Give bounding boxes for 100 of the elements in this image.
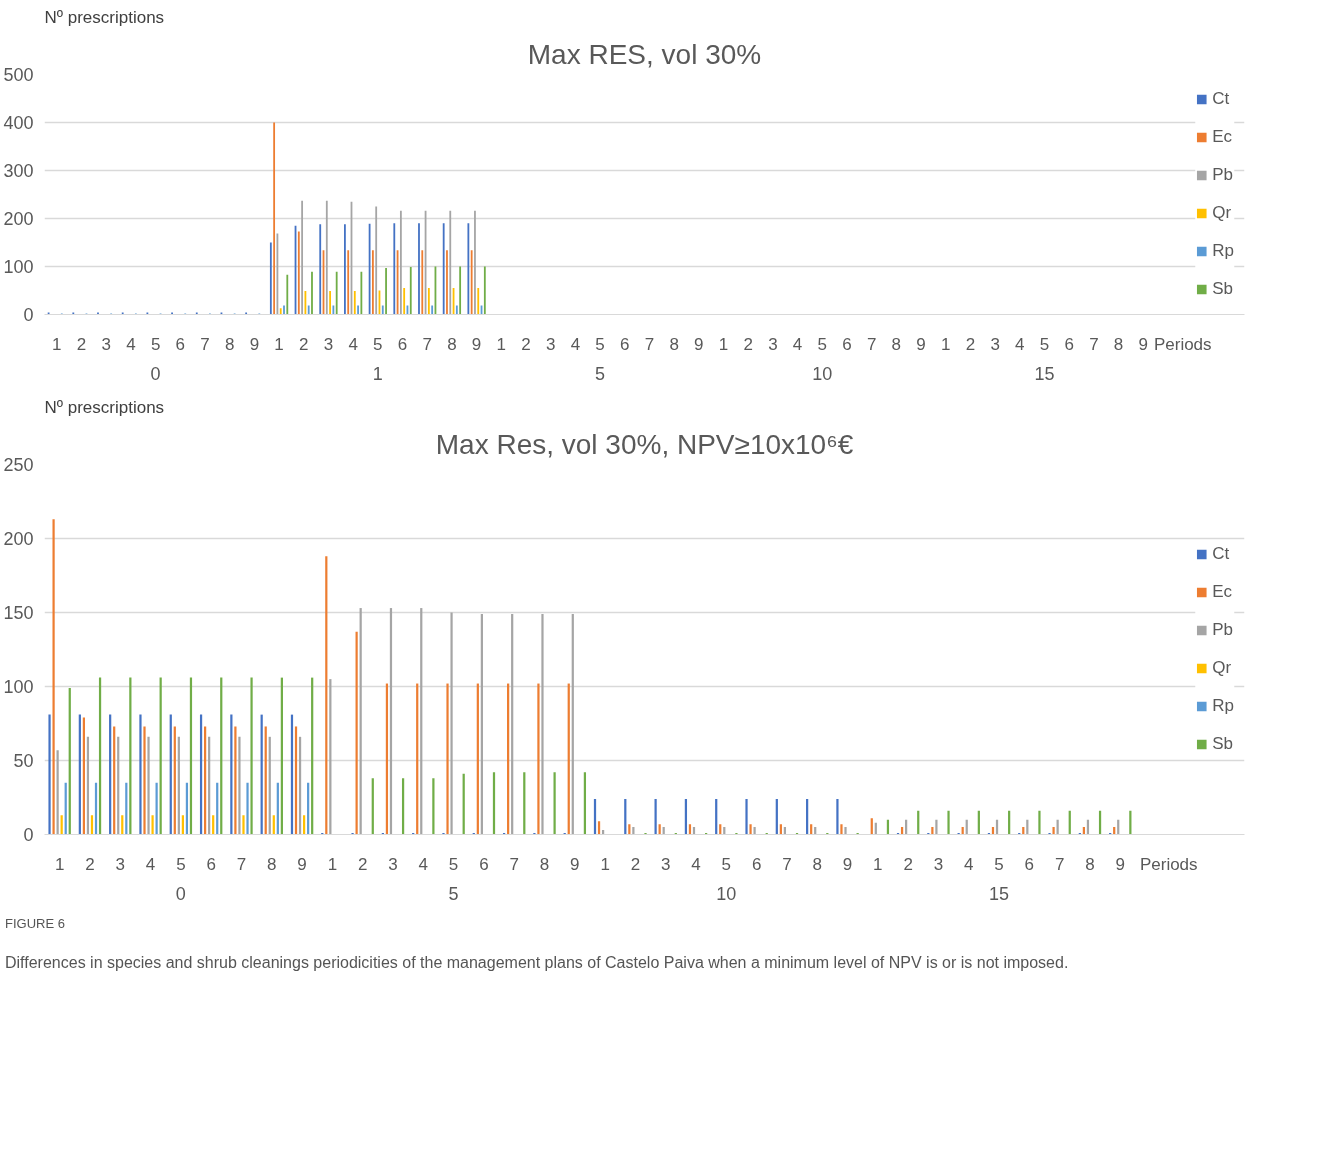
x-tick-label: 2: [85, 854, 95, 874]
x-tick-label: 9: [842, 854, 853, 874]
x-tick-label: 7: [1054, 854, 1065, 874]
x-tick-label: 5: [817, 334, 828, 354]
x-tick-label: 2: [743, 334, 753, 354]
x-tick-label: 5: [373, 334, 383, 354]
x-tick-label: 2: [965, 334, 976, 354]
legend-label: Ec: [1212, 127, 1233, 147]
text: Differences in species and shrub cleanings periodicities of the management plans of Castelo Paiva when a minimum level of NPV is or is not imposed.: [5, 952, 1069, 973]
x-tick-label: 8: [267, 854, 277, 874]
x-tick-label: 7: [866, 334, 877, 354]
legend-label: Pb: [1212, 620, 1234, 640]
x-tick-label: 1: [873, 854, 883, 874]
x-tick-label: 6: [206, 854, 216, 874]
x-tick-label: 7: [422, 334, 432, 354]
x-tick-label: 1: [54, 854, 65, 874]
x-tick-label: 4: [1015, 334, 1025, 354]
text: 0: [175, 883, 186, 904]
x-tick-label: 3: [660, 854, 671, 874]
x-tick-label: 7: [236, 854, 247, 874]
chart-title: Max RES, vol 30%: [527, 38, 762, 70]
x-tick-label: 4: [792, 334, 803, 354]
x-tick-label: 7: [200, 334, 210, 354]
y-axis-title: Nº prescriptions: [44, 7, 165, 27]
legend-label: Ct: [1212, 89, 1231, 109]
legend-label: Qr: [1212, 658, 1233, 678]
x-tick-label: 8: [891, 334, 902, 354]
x-tick-label: 1: [496, 334, 507, 354]
y-tick-label: 100: [3, 257, 34, 277]
x-tick-label: 1: [52, 334, 62, 354]
x-tick-label: 6: [1024, 854, 1035, 874]
x-tick-label: 4: [348, 334, 358, 354]
x-tick-label: 9: [916, 334, 926, 354]
x-tick-label: 2: [521, 334, 531, 354]
x-tick-label: 8: [812, 854, 822, 874]
y-tick-label: 50: [13, 751, 34, 771]
x-tick-label: 7: [509, 854, 519, 874]
y-axis-title: Nº prescriptions: [44, 397, 165, 417]
x-tick-label: 7: [1089, 334, 1099, 354]
x-tick-label: 9: [471, 334, 482, 354]
legend-label: Ec: [1212, 582, 1233, 602]
x-tick-label: 1: [600, 854, 610, 874]
x-tick-label: 9: [694, 334, 704, 354]
x-tick-label: 5: [150, 334, 161, 354]
y-tick-label: 0: [23, 305, 34, 325]
x-tick-label: 5: [1039, 334, 1050, 354]
legend-label: Qr: [1212, 203, 1233, 223]
x-tick-label: 6: [479, 854, 489, 874]
x-tick-label: 2: [76, 334, 87, 354]
chart-title: Max Res, vol 30%, NPV≥10x10⁶€: [435, 428, 854, 460]
x-tick-label: 8: [1085, 854, 1095, 874]
x-axis-title: Periods: [1139, 854, 1198, 874]
x-tick-label: 9: [1115, 854, 1125, 874]
text: 5: [595, 363, 606, 384]
text: 0: [150, 363, 161, 384]
x-tick-label: 4: [126, 334, 136, 354]
x-tick-label: 4: [418, 854, 429, 874]
text: 15: [989, 883, 1010, 904]
x-tick-label: 8: [539, 854, 550, 874]
text: 10: [716, 883, 737, 904]
x-tick-label: 1: [941, 334, 951, 354]
caption: FIGURE 6: [5, 915, 65, 933]
x-tick-label: 5: [994, 854, 1004, 874]
x-tick-label: 9: [297, 854, 307, 874]
text: 15: [1034, 363, 1055, 384]
text: 5: [448, 883, 459, 904]
y-tick-label: 300: [3, 161, 34, 181]
x-tick-label: 8: [669, 334, 679, 354]
x-tick-label: 4: [145, 854, 156, 874]
x-tick-label: 3: [115, 854, 125, 874]
x-tick-label: 9: [1138, 334, 1149, 354]
y-tick-label: 100: [3, 677, 34, 697]
x-tick-label: 8: [447, 334, 457, 354]
x-tick-label: 4: [570, 334, 581, 354]
x-tick-label: 4: [691, 854, 701, 874]
x-tick-label: 6: [397, 334, 408, 354]
x-tick-label: 6: [175, 334, 186, 354]
x-tick-label: 7: [782, 854, 792, 874]
legend-label: Rp: [1212, 696, 1234, 716]
x-tick-label: 8: [224, 334, 235, 354]
x-tick-label: 1: [718, 334, 729, 354]
x-tick-label: 9: [570, 854, 580, 874]
x-tick-label: 6: [1064, 334, 1074, 354]
x-tick-label: 3: [323, 334, 334, 354]
x-tick-label: 2: [357, 854, 368, 874]
x-tick-label: 7: [644, 334, 655, 354]
x-tick-label: 2: [299, 334, 309, 354]
y-tick-label: 250: [3, 455, 34, 475]
y-tick-label: 500: [3, 65, 34, 85]
x-tick-label: 2: [630, 854, 641, 874]
x-tick-label: 8: [1113, 334, 1124, 354]
x-tick-label: 1: [327, 854, 338, 874]
y-tick-label: 200: [3, 209, 34, 229]
x-tick-label: 4: [964, 854, 974, 874]
text: 1: [372, 363, 383, 384]
x-tick-label: 5: [176, 854, 186, 874]
x-tick-label: 1: [274, 334, 284, 354]
x-tick-label: 6: [620, 334, 630, 354]
x-tick-label: 6: [751, 854, 762, 874]
x-axis-title: Periods: [1153, 334, 1212, 354]
